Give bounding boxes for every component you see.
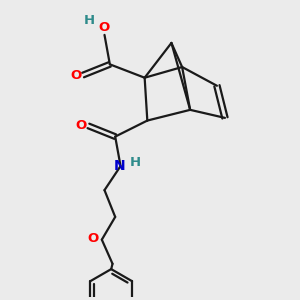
Text: O: O [88, 232, 99, 245]
Text: H: H [130, 155, 141, 169]
Text: O: O [75, 119, 87, 132]
Text: H: H [84, 14, 95, 27]
Text: N: N [113, 159, 125, 173]
Text: O: O [70, 69, 81, 82]
Text: O: O [99, 21, 110, 34]
